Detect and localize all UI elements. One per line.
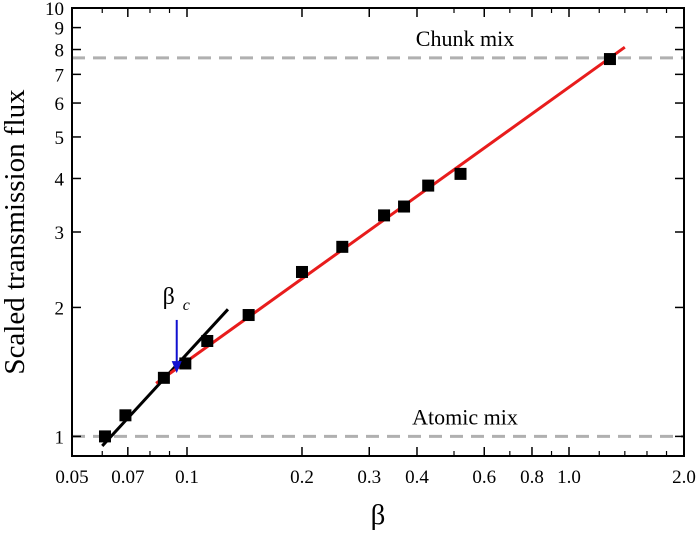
x-tick-label: 0.8 (520, 467, 544, 488)
y-tick-label: 5 (55, 128, 65, 149)
data-point (603, 53, 616, 66)
data-markers (98, 53, 616, 443)
beta-c-subscript: c (183, 297, 190, 314)
data-point (422, 179, 435, 192)
x-tick-label: 0.4 (405, 467, 429, 488)
y-tick-label: 3 (55, 223, 65, 244)
x-tick-label: 0.2 (290, 467, 314, 488)
y-tick-label: 7 (55, 65, 65, 86)
x-tick-label: 0.6 (472, 467, 496, 488)
x-tick-label: 1.0 (557, 467, 581, 488)
axes (71, 7, 685, 457)
data-point (336, 240, 349, 253)
fit-lines (101, 45, 626, 447)
data-point (201, 334, 214, 347)
x-tick-label: 0.05 (55, 467, 88, 488)
y-tick-label: 10 (45, 0, 64, 20)
y-tick-label: 2 (55, 298, 65, 319)
data-point (157, 371, 170, 384)
plot-frame (71, 7, 685, 457)
reference-line-label: Chunk mix (416, 26, 514, 51)
tick-labels: 0.05 0.07 0.1 0.2 0.3 0.4 0.6 0.8 1.0 2.0 1 2 3 4 5 6 7 8… (45, 0, 696, 488)
y-tick-label: 9 (55, 19, 65, 40)
y-tick-label: 8 (55, 41, 65, 62)
beta-c-label: β (163, 284, 175, 310)
reference-lines: Atomic mix Chunk mix (72, 26, 684, 438)
y-tick-label: 6 (55, 94, 65, 115)
data-point (98, 430, 111, 443)
ticks (71, 7, 685, 456)
data-point (242, 309, 255, 322)
x-axis-label: β (371, 499, 386, 531)
y-tick-label: 4 (55, 169, 65, 190)
data-point (378, 209, 391, 222)
reference-line-label: Atomic mix (412, 404, 518, 429)
x-tick-label: 0.1 (175, 467, 199, 488)
arrow-head (171, 361, 182, 374)
y-tick-label: 1 (55, 427, 65, 448)
data-point (398, 200, 411, 213)
data-point (454, 167, 467, 180)
data-point (179, 357, 192, 370)
data-point (295, 265, 308, 278)
x-tick-label: 2.0 (672, 467, 696, 488)
y-axis-label: Scaled transmission flux (0, 89, 31, 375)
fit-line (155, 45, 626, 385)
data-point (119, 409, 132, 422)
x-tick-label: 0.3 (357, 467, 381, 488)
x-tick-label: 0.07 (111, 467, 144, 488)
